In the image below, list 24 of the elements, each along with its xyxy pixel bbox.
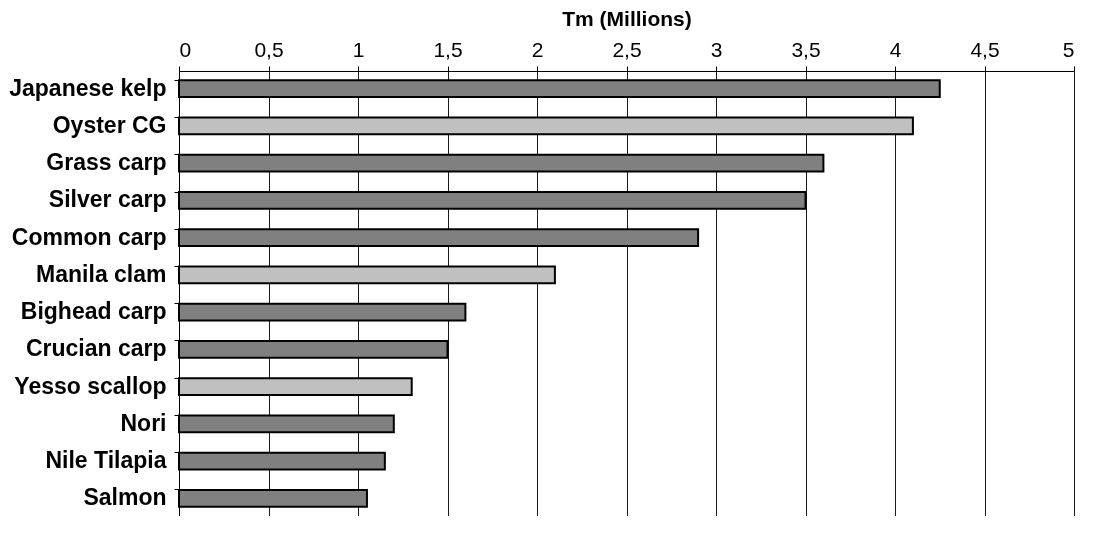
y-tick-label: Silver carp [48,186,167,213]
y-tick-label: Japanese kelp [9,74,167,101]
y-tick-label: Common carp [11,223,167,250]
y-tick-label: Oyster CG [52,111,167,138]
y-tick-label: Salmon [83,484,167,511]
x-tick-label: 0 [179,37,192,61]
y-tick-label: Nile Tilapia [45,447,167,474]
x-tick-label: 4,5 [970,37,1000,61]
x-tick-label: 0,5 [254,37,284,61]
x-tick-label: 1,5 [433,37,463,61]
y-tick-label: Yesso scallop [14,372,167,399]
x-tick-label: 3 [710,37,723,61]
y-tick-label: Nori [120,409,167,436]
x-tick-label: 5 [1062,37,1075,61]
x-axis-title: Tm (Millions) [562,6,692,30]
y-tick-label: Manila clam [36,260,167,287]
x-tick-label: 2,5 [612,37,642,61]
y-tick-label: Bighead carp [20,298,167,325]
x-tick-label: 3,5 [791,37,821,61]
y-tick-label: Crucian carp [25,335,167,362]
y-tick-label: Grass carp [46,149,167,176]
x-tick-label: 2 [531,37,544,61]
x-tick-label: 1 [352,37,365,61]
x-tick-label: 4 [889,37,902,61]
